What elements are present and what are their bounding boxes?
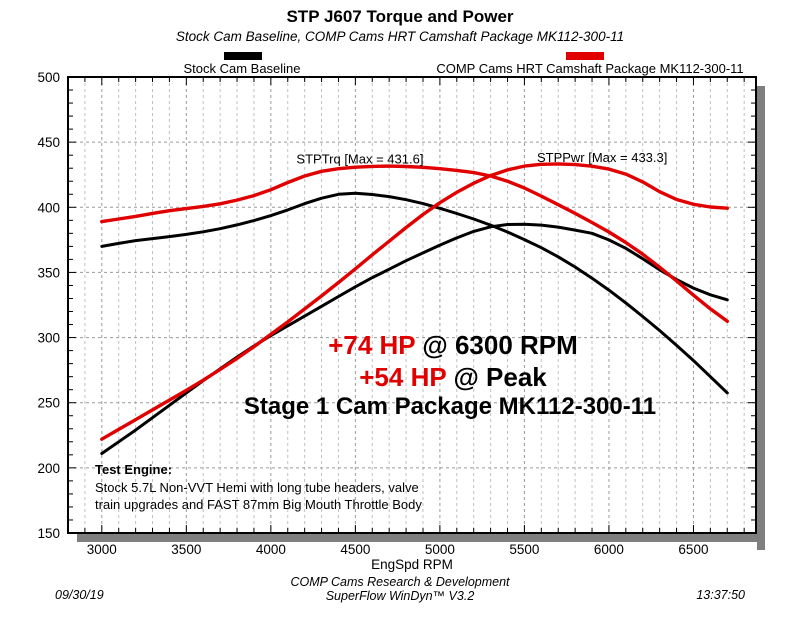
legend-swatch-black <box>224 52 262 60</box>
y-tick-label: 150 <box>37 526 60 541</box>
x-axis-title: EngSpd RPM <box>371 557 453 572</box>
stage-package-annotation: Stage 1 Cam Package MK112-300-11 <box>243 393 657 420</box>
legend-label-comp: COMP Cams HRT Camshaft Package MK112-300… <box>436 61 744 76</box>
hp-gain-peak-value: +54 HP <box>359 362 447 392</box>
peak-value-label: STPPwr [Max = 433.3] <box>537 150 667 165</box>
test-engine-title: Test Engine: <box>95 462 173 477</box>
y-tick-label: 250 <box>37 396 60 411</box>
x-tick-label: 3000 <box>87 542 117 557</box>
chart-title: STP J607 Torque and Power <box>286 7 514 26</box>
x-tick-label: 4500 <box>340 542 370 557</box>
y-tick-label: 350 <box>37 265 60 280</box>
footer-date: 09/30/19 <box>55 588 104 602</box>
test-engine-line2: train upgrades and FAST 87mm Big Mouth T… <box>95 497 422 512</box>
y-tick-label: 400 <box>37 200 60 215</box>
x-tick-label: 3500 <box>171 542 201 557</box>
curve-comp-cams-hrt-power-stppwr- <box>100 162 729 441</box>
curve-stock-cam-torque <box>100 191 729 395</box>
curve-comp-cams-hrt-torque-stptrq- <box>100 164 729 323</box>
footer-time: 13:37:50 <box>696 588 745 602</box>
footer-software: SuperFlow WinDyn™ V3.2 <box>325 589 475 603</box>
chart-subtitle: Stock Cam Baseline, COMP Cams HRT Camsha… <box>175 29 625 44</box>
y-tick-label: 200 <box>37 461 60 476</box>
hp-gain-6300-suffix: @ 6300 RPM <box>415 330 578 360</box>
hp-gain-6300-value: +74 HP <box>328 330 416 360</box>
y-tick-label: 500 <box>37 70 60 85</box>
x-tick-label: 6000 <box>594 542 624 557</box>
footer-org: COMP Cams Research & Development <box>290 575 510 589</box>
test-engine-note: Test Engine: Stock 5.7L Non-VVT Hemi wit… <box>95 461 422 514</box>
x-tick-label: 5500 <box>509 542 539 557</box>
legend-label-stock: Stock Cam Baseline <box>183 61 301 76</box>
y-tick-label: 300 <box>37 331 60 346</box>
legend-swatch-red <box>566 52 604 60</box>
hp-gain-peak-annotation: +54 HP @ Peak <box>359 362 547 393</box>
peak-value-label: STPTrq [Max = 431.6] <box>296 152 423 167</box>
x-tick-label: 6500 <box>678 542 708 557</box>
x-tick-label: 5000 <box>425 542 455 557</box>
x-tick-label: 4000 <box>256 542 286 557</box>
y-tick-label: 450 <box>37 135 60 150</box>
hp-gain-peak-suffix: @ Peak <box>446 362 547 392</box>
hp-gain-6300-annotation: +74 HP @ 6300 RPM <box>328 330 578 361</box>
test-engine-line1: Stock 5.7L Non-VVT Hemi with long tube h… <box>95 479 419 495</box>
